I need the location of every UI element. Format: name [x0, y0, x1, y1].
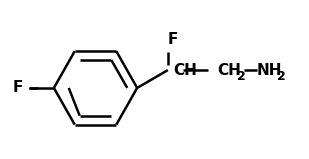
- Text: CH: CH: [173, 63, 197, 78]
- Text: CH: CH: [218, 63, 241, 78]
- Text: NH: NH: [257, 63, 283, 78]
- Text: F: F: [168, 32, 178, 47]
- Text: 2: 2: [237, 69, 246, 83]
- Text: F: F: [13, 80, 23, 95]
- Text: 2: 2: [277, 69, 286, 83]
